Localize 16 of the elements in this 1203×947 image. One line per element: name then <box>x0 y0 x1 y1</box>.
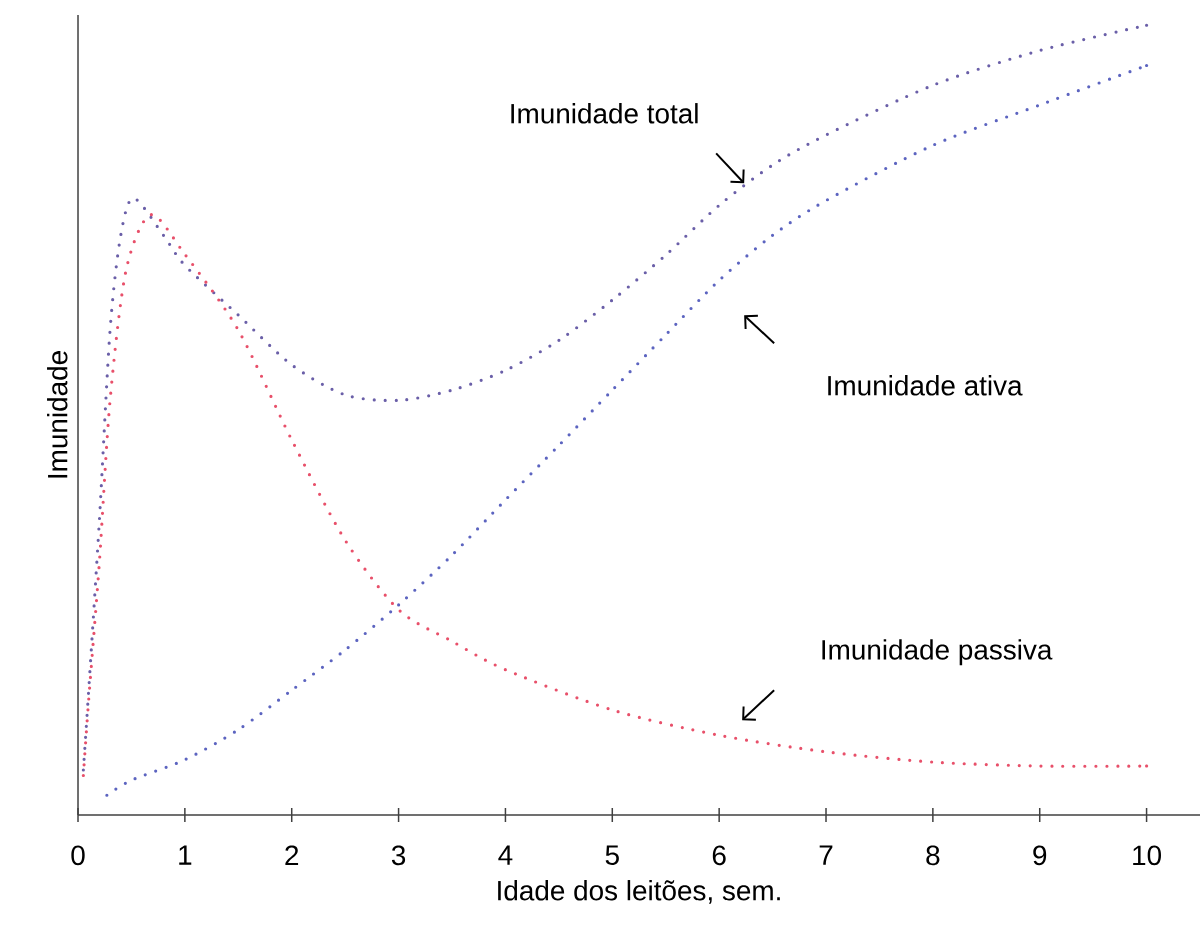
annotation: Imunidade passiva <box>822 639 1053 666</box>
x-tick-label: 6 <box>712 845 726 866</box>
x-tick-label: 8 <box>926 845 940 866</box>
x-tick-label: 2 <box>285 845 299 865</box>
x-tick-label: 4 <box>498 845 513 865</box>
y-axis-title: Imunidade <box>47 351 68 478</box>
x-tick-label: 1 <box>179 845 192 865</box>
x-axis-title: Idade dos leitões, sem. <box>498 880 780 904</box>
x-tick-label: 5 <box>605 845 619 865</box>
annotation: Imunidade total <box>511 103 698 124</box>
x-tick-label: 7 <box>819 845 833 865</box>
x-tick-label: 9 <box>1033 845 1047 866</box>
x-tick-label: 0 <box>71 845 85 866</box>
x-tick-label: 10 <box>1133 845 1161 866</box>
annotation: Imunidade ativa <box>828 375 1023 396</box>
x-tick-label: 3 <box>391 845 406 866</box>
